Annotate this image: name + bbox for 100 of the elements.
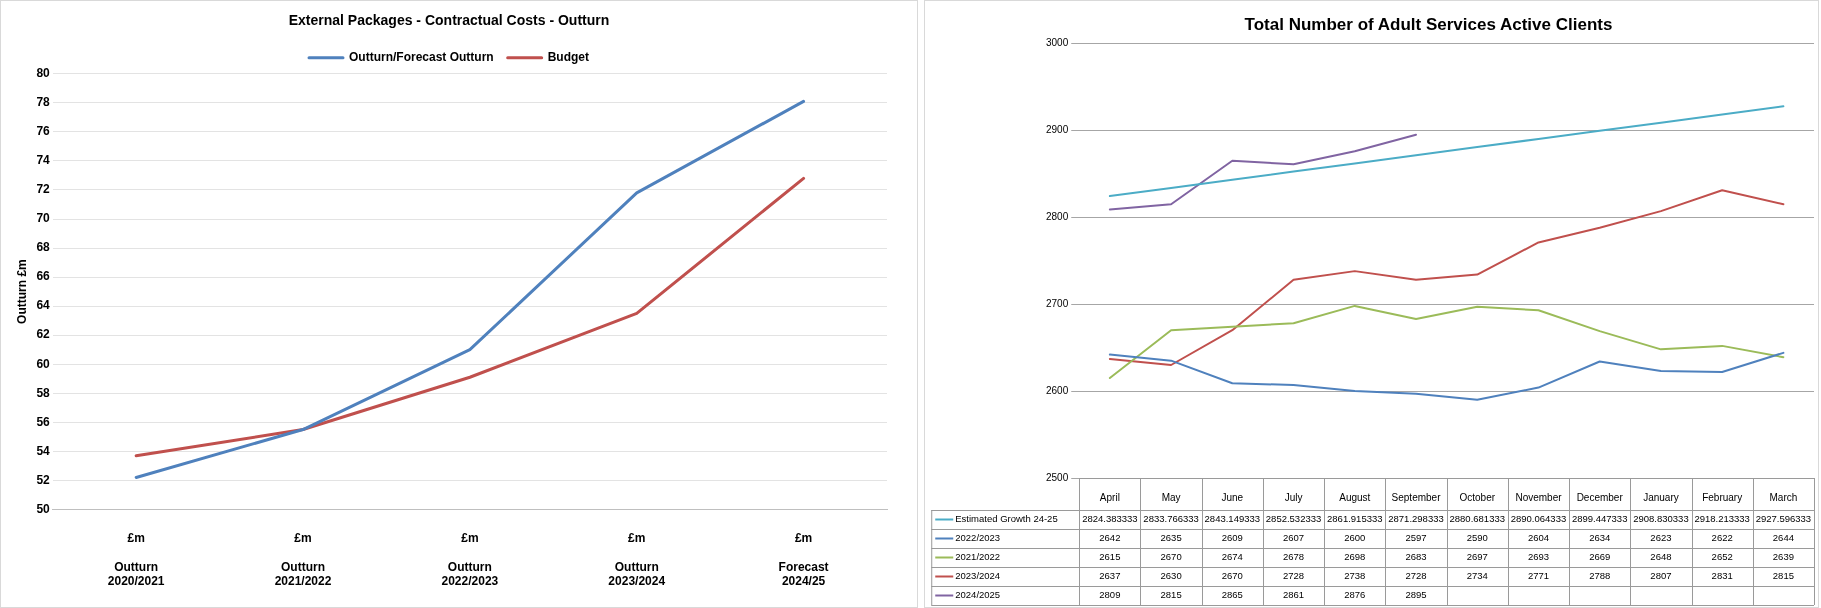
x-tick-label: May bbox=[1161, 491, 1181, 503]
data-label: 2815 bbox=[1160, 589, 1182, 601]
data-label: 2771 bbox=[1527, 570, 1550, 582]
legend-label: Budget bbox=[547, 50, 589, 65]
x-tick-label: September bbox=[1391, 491, 1442, 503]
data-label: 2824.383333 bbox=[1082, 513, 1138, 525]
x-tick-label: November bbox=[1515, 491, 1563, 503]
data-label: 2861 bbox=[1282, 589, 1305, 601]
data-label: 2604 bbox=[1527, 532, 1550, 544]
legend-label: 2024/2025 bbox=[955, 589, 1001, 601]
y-tick-label: 58 bbox=[36, 385, 51, 400]
data-label: 2607 bbox=[1282, 532, 1305, 544]
data-label: 2630 bbox=[1160, 570, 1182, 582]
data-label: 2728 bbox=[1282, 570, 1305, 582]
x-tick-label: January bbox=[1643, 491, 1679, 503]
y-tick-label: 2600 bbox=[1046, 384, 1069, 396]
y-tick-label: 66 bbox=[36, 269, 51, 284]
category-label: £m Outturn 2021/2022 bbox=[274, 530, 332, 589]
data-label: 2637 bbox=[1099, 570, 1121, 582]
y-tick-label: 2800 bbox=[1046, 210, 1069, 222]
data-label: 2876 bbox=[1344, 589, 1366, 601]
data-label: 2644 bbox=[1772, 532, 1794, 544]
data-label: 2670 bbox=[1160, 551, 1182, 563]
y-tick-label: 52 bbox=[36, 472, 51, 487]
data-label: 2734 bbox=[1466, 570, 1488, 582]
data-label: 2622 bbox=[1711, 532, 1733, 544]
chart-title: External Packages - Contractual Costs - Outturn bbox=[288, 12, 610, 29]
data-label: 2809 bbox=[1099, 589, 1121, 601]
data-label: 2831 bbox=[1711, 570, 1733, 582]
legend-label: 2021/2022 bbox=[955, 551, 1001, 563]
y-tick-label: 3000 bbox=[1046, 37, 1069, 49]
data-label: 2642 bbox=[1099, 532, 1121, 544]
y-tick-label: 60 bbox=[36, 356, 51, 371]
y-tick-label: 72 bbox=[36, 182, 51, 197]
data-label: 2648 bbox=[1650, 551, 1672, 563]
data-label: 2623 bbox=[1650, 532, 1672, 544]
data-label: 2833.766333 bbox=[1143, 513, 1199, 525]
data-label: 2807 bbox=[1650, 570, 1672, 582]
data-label: 2865 bbox=[1221, 589, 1243, 601]
data-label: 2927.596333 bbox=[1755, 513, 1812, 525]
data-label: 2615 bbox=[1099, 551, 1121, 563]
x-tick-label: June bbox=[1221, 491, 1244, 503]
data-label: 2683 bbox=[1405, 551, 1427, 563]
y-tick-label: 70 bbox=[36, 211, 51, 226]
x-tick-label: December bbox=[1576, 491, 1624, 503]
y-tick-label: 54 bbox=[36, 443, 51, 458]
data-label: 2678 bbox=[1282, 551, 1305, 563]
chart-title: Total Number of Adult Services Active Clients bbox=[1244, 14, 1613, 34]
data-label: 2861.915333 bbox=[1327, 513, 1383, 525]
data-label: 2728 bbox=[1405, 570, 1427, 582]
data-label: 2908.830333 bbox=[1633, 513, 1689, 525]
x-tick-label: April bbox=[1099, 491, 1120, 503]
x-tick-label: February bbox=[1702, 491, 1743, 503]
y-tick-label: 50 bbox=[36, 501, 51, 516]
x-tick-label: July bbox=[1284, 491, 1303, 503]
data-label: 2590 bbox=[1466, 532, 1488, 544]
data-label: 2788 bbox=[1589, 570, 1611, 582]
data-label: 2669 bbox=[1589, 551, 1611, 563]
x-tick-label: August bbox=[1339, 491, 1371, 503]
y-tick-label: 78 bbox=[36, 95, 51, 110]
data-label: 2918.213333 bbox=[1694, 513, 1750, 525]
data-label: 2880.681333 bbox=[1449, 513, 1505, 525]
y-tick-label: 80 bbox=[36, 66, 51, 81]
x-tick-label: October bbox=[1459, 491, 1496, 503]
data-label: 2852.532333 bbox=[1265, 513, 1322, 525]
legend-label: Estimated Growth 24-25 bbox=[955, 513, 1058, 525]
y-tick-label: 2500 bbox=[1046, 471, 1069, 483]
y-tick-label: 62 bbox=[36, 327, 51, 342]
category-label: £m Forecast 2024/25 bbox=[778, 530, 829, 589]
data-label: 2635 bbox=[1160, 532, 1182, 544]
data-label: 2639 bbox=[1772, 551, 1794, 563]
y-tick-label: 76 bbox=[36, 124, 51, 139]
data-label: 2634 bbox=[1589, 532, 1611, 544]
category-label: £m Outturn 2023/2024 bbox=[608, 530, 666, 589]
data-label: 2674 bbox=[1221, 551, 1243, 563]
x-tick-label: March bbox=[1769, 491, 1798, 503]
data-label: 2693 bbox=[1527, 551, 1550, 563]
data-label: 2899.447333 bbox=[1571, 513, 1628, 525]
y-tick-label: 64 bbox=[36, 298, 51, 313]
data-label: 2652 bbox=[1711, 551, 1733, 563]
y-axis-title: Outturn £m bbox=[14, 259, 29, 324]
data-label: 2843.149333 bbox=[1204, 513, 1261, 525]
data-label: 2895 bbox=[1405, 589, 1427, 601]
data-label: 2890.064333 bbox=[1510, 513, 1567, 525]
data-label: 2597 bbox=[1405, 532, 1427, 544]
data-label: 2609 bbox=[1221, 532, 1243, 544]
category-label: £m Outturn 2022/2023 bbox=[441, 530, 499, 589]
y-tick-label: 56 bbox=[36, 414, 51, 429]
data-label: 2670 bbox=[1221, 570, 1243, 582]
data-label: 2738 bbox=[1344, 570, 1366, 582]
legend-label: 2023/2024 bbox=[955, 570, 1001, 582]
data-label: 2871.298333 bbox=[1388, 513, 1444, 525]
data-label: 2697 bbox=[1466, 551, 1488, 563]
data-label: 2600 bbox=[1344, 532, 1366, 544]
legend-label: 2022/2023 bbox=[955, 532, 1001, 544]
category-label: £m Outturn 2020/2021 bbox=[107, 530, 165, 589]
y-tick-label: 2700 bbox=[1046, 297, 1069, 309]
y-tick-label: 2900 bbox=[1046, 124, 1069, 136]
data-label: 2698 bbox=[1344, 551, 1366, 563]
y-tick-label: 74 bbox=[36, 153, 51, 168]
